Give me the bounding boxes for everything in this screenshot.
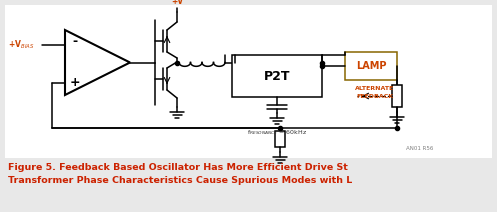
Text: FEEDBACK: FEEDBACK <box>356 93 394 99</box>
Bar <box>345 52 397 80</box>
Text: f$_{RESONANCE}$ = 60kHz: f$_{RESONANCE}$ = 60kHz <box>247 128 307 137</box>
Bar <box>392 85 402 107</box>
Text: ALTERNATE: ALTERNATE <box>355 85 395 91</box>
Text: +V: +V <box>171 0 183 6</box>
Text: Figure 5. Feedback Based Oscillator Has More Efficient Drive St: Figure 5. Feedback Based Oscillator Has … <box>8 163 348 172</box>
Text: AN01 R56: AN01 R56 <box>407 145 434 151</box>
Bar <box>5 5 492 158</box>
Text: +: + <box>70 77 81 89</box>
Text: Transformer Phase Characteristics Cause Spurious Modes with L: Transformer Phase Characteristics Cause … <box>8 176 352 185</box>
Bar <box>275 131 285 147</box>
Bar <box>232 55 322 97</box>
Text: -: - <box>73 35 78 49</box>
Text: LAMP: LAMP <box>356 61 386 71</box>
Text: P2T: P2T <box>264 70 290 82</box>
Text: +V$_{BIAS}$: +V$_{BIAS}$ <box>8 39 34 51</box>
